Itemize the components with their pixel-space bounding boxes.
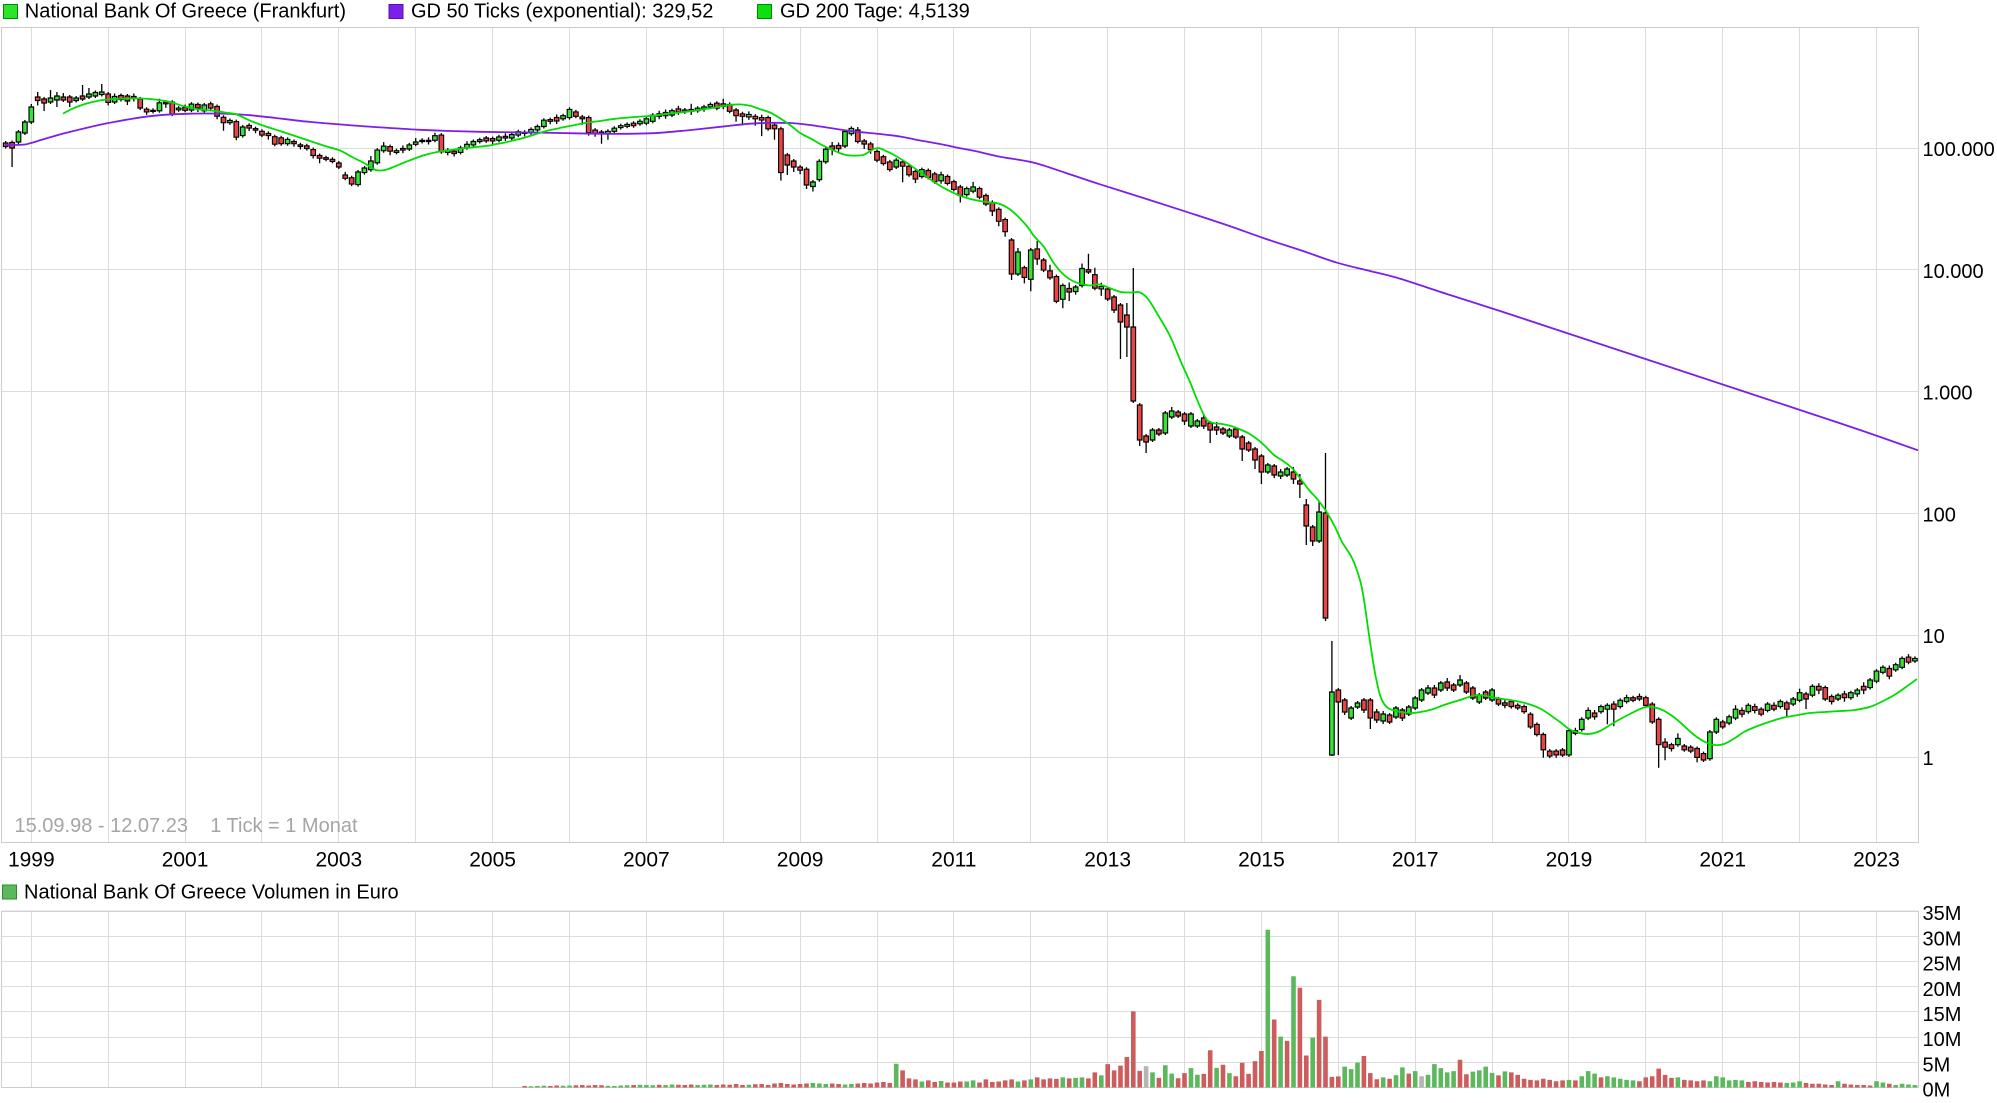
svg-text:0M: 0M — [1923, 1080, 1951, 1102]
svg-text:100.000: 100.000 — [1923, 139, 1995, 161]
svg-text:2023: 2023 — [1853, 849, 1900, 872]
svg-text:1.000: 1.000 — [1923, 383, 1973, 405]
svg-text:2021: 2021 — [1699, 849, 1746, 872]
svg-text:100: 100 — [1923, 504, 1956, 526]
svg-text:2009: 2009 — [777, 849, 824, 872]
svg-text:GD 200 Tage: 4,5139: GD 200 Tage: 4,5139 — [780, 1, 970, 23]
svg-text:20M: 20M — [1923, 979, 1962, 1001]
svg-text:National Bank Of Greece (Frank: National Bank Of Greece (Frankfurt) — [25, 1, 346, 23]
svg-text:10.000: 10.000 — [1923, 261, 1984, 283]
svg-text:1: 1 — [1923, 748, 1934, 770]
svg-text:National Bank Of Greece Volume: National Bank Of Greece Volumen in Euro — [24, 882, 399, 904]
svg-text:5M: 5M — [1923, 1054, 1951, 1076]
svg-text:2005: 2005 — [469, 849, 516, 872]
svg-text:2007: 2007 — [623, 849, 670, 872]
svg-text:2001: 2001 — [162, 849, 209, 872]
svg-text:2017: 2017 — [1392, 849, 1439, 872]
svg-text:2019: 2019 — [1546, 849, 1593, 872]
svg-text:10M: 10M — [1923, 1029, 1962, 1051]
svg-text:2013: 2013 — [1084, 849, 1131, 872]
svg-text:10: 10 — [1923, 626, 1945, 648]
svg-text:15M: 15M — [1923, 1004, 1962, 1026]
svg-text:2011: 2011 — [931, 849, 976, 872]
svg-text:2015: 2015 — [1238, 849, 1285, 872]
svg-text:1999: 1999 — [8, 849, 55, 872]
svg-text:15.09.98 - 12.07.23 1 Tick: 15.09.98 - 12.07.23 1 Tick = 1 Monat — [15, 815, 358, 837]
svg-text:30M: 30M — [1923, 928, 1962, 950]
svg-text:GD 50 Ticks (exponential): 329: GD 50 Ticks (exponential): 329,52 — [411, 1, 713, 23]
svg-text:25M: 25M — [1923, 954, 1962, 976]
svg-text:2003: 2003 — [315, 849, 362, 872]
svg-text:35M: 35M — [1923, 903, 1962, 925]
